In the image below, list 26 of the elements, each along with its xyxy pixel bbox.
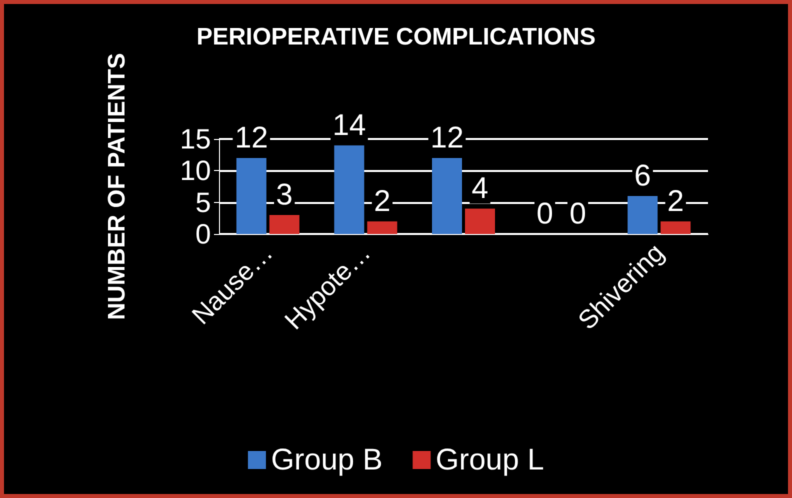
chart-title: PERIOPERATIVE COMPLICATIONS — [196, 24, 596, 50]
legend-label: Group B — [270, 444, 383, 476]
bar — [236, 158, 266, 234]
y-axis-title: NUMBER OF PATIENTS — [104, 52, 130, 320]
legend-label: Group L — [436, 444, 544, 476]
y-tick-label: 10 — [180, 155, 211, 186]
data-label: 12 — [430, 122, 464, 154]
data-label: 0 — [536, 198, 554, 230]
data-label: 2 — [374, 184, 391, 218]
y-tick-label: 5 — [195, 186, 211, 218]
y-tick-label: 0 — [195, 218, 211, 250]
bar — [432, 158, 462, 234]
bar — [660, 221, 691, 234]
data-label: 12 — [234, 122, 268, 154]
bar — [367, 221, 398, 234]
data-label: 4 — [472, 172, 488, 206]
bar — [465, 208, 495, 234]
data-label: 14 — [332, 108, 366, 142]
data-label: 3 — [276, 178, 293, 212]
data-label: 6 — [634, 160, 651, 192]
y-tick-label: 15 — [180, 124, 211, 154]
data-label: 2 — [667, 184, 684, 218]
bar — [269, 215, 300, 234]
bar — [334, 145, 364, 234]
bar — [628, 196, 658, 234]
data-label: 0 — [569, 198, 586, 230]
